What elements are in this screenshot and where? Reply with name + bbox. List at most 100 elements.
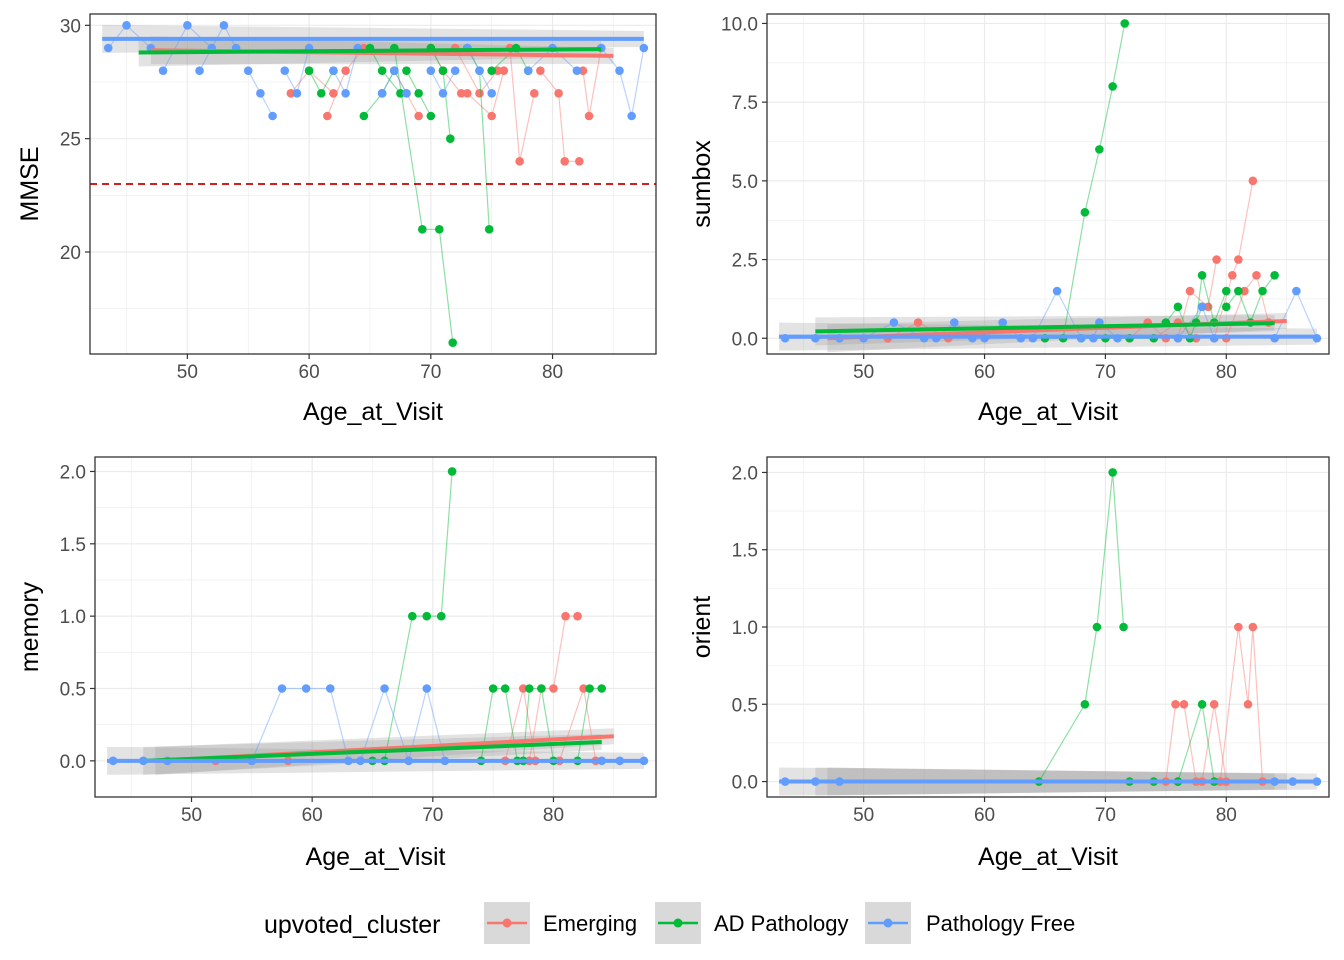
- data-point: [286, 89, 296, 98]
- x-tick-label: 70: [420, 362, 441, 383]
- x-tick-label: 70: [1095, 805, 1116, 826]
- data-point: [578, 66, 588, 75]
- data-point: [1203, 302, 1213, 312]
- x-tick-label: 60: [974, 362, 995, 383]
- panel-orient-plot-area: [779, 468, 1322, 796]
- data-point: [1252, 270, 1261, 280]
- data-point: [523, 66, 533, 75]
- y-tick-label: 0.5: [732, 695, 758, 716]
- facet-panels: 50 60 70 80 20 25 30 Age_at_Visit MMSE 50 60 70 80 0.…: [16, 13, 1330, 871]
- legend-point-emerging: [502, 918, 512, 928]
- data-point: [380, 684, 389, 693]
- y-axis-title: MMSE: [16, 147, 44, 222]
- data-point: [1228, 270, 1237, 280]
- data-point: [1212, 255, 1221, 264]
- data-point: [475, 66, 484, 75]
- panel-sumbox-x-ticks: 50 60 70 80: [853, 354, 1237, 383]
- data-point: [414, 89, 423, 98]
- data-point: [414, 111, 423, 121]
- data-point: [484, 225, 494, 234]
- data-point: [426, 66, 436, 75]
- legend-label-pathology-free: Pathology Free: [926, 911, 1075, 936]
- panel-mmse-plot-area: [90, 21, 656, 347]
- x-axis-title: Age_at_Visit: [303, 398, 443, 426]
- trajectory-line: [1225, 273, 1270, 339]
- data-point: [1234, 286, 1243, 296]
- data-point: [316, 89, 326, 98]
- data-point: [573, 611, 582, 621]
- data-point: [422, 611, 432, 621]
- data-point: [1221, 286, 1231, 296]
- data-point: [488, 684, 498, 693]
- y-tick-label: 1.5: [60, 535, 86, 556]
- data-point: [292, 89, 302, 98]
- data-point: [402, 66, 411, 75]
- data-point: [1173, 302, 1183, 312]
- data-point: [487, 66, 496, 75]
- data-point: [268, 111, 277, 121]
- panel-mmse-border: [89, 13, 657, 355]
- data-point: [280, 66, 290, 75]
- x-tick-label: 80: [542, 362, 563, 383]
- data-point: [1197, 699, 1207, 709]
- data-point: [407, 611, 417, 621]
- x-tick-label: 50: [181, 805, 202, 826]
- data-point: [1234, 622, 1243, 632]
- data-point: [1197, 270, 1207, 280]
- y-tick-label: 0.0: [60, 752, 86, 773]
- y-tick-label: 1.0: [732, 618, 758, 639]
- x-tick-label: 80: [1216, 805, 1237, 826]
- data-point: [615, 66, 624, 75]
- data-point: [579, 684, 588, 693]
- x-tick-label: 60: [299, 362, 320, 383]
- panel-sumbox-border: [766, 13, 1330, 355]
- trajectory-line: [480, 687, 518, 761]
- data-point: [450, 66, 460, 75]
- data-point: [219, 21, 229, 30]
- data-point: [475, 89, 484, 98]
- data-point: [325, 684, 335, 693]
- x-axis-title: Age_at_Visit: [306, 843, 446, 871]
- panel-orient: 50 60 70 80 0.0 0.5 1.0 1.5 2.0 Age_at_Visit orien…: [688, 456, 1330, 871]
- y-tick-label: 0.5: [60, 679, 86, 700]
- data-point: [463, 89, 472, 98]
- data-point: [998, 318, 1007, 327]
- data-point: [341, 89, 350, 98]
- trajectory-line: [600, 47, 645, 117]
- data-point: [1197, 302, 1207, 312]
- data-point: [584, 111, 594, 121]
- data-point: [390, 66, 399, 75]
- x-tick-label: 60: [302, 805, 323, 826]
- data-point: [377, 89, 387, 98]
- data-point: [500, 684, 510, 693]
- y-tick-label: 2.5: [732, 251, 758, 272]
- legend-title: upvoted_cluster: [264, 911, 441, 939]
- data-point: [329, 89, 338, 98]
- y-tick-label: 2.0: [732, 463, 758, 484]
- data-point: [1270, 270, 1279, 280]
- data-point: [499, 66, 509, 75]
- data-point: [1080, 208, 1090, 217]
- data-point: [515, 157, 524, 166]
- panel-memory: 50 60 70 80 0.0 0.5 1.0 1.5 2.0 Age_at_Visit memor…: [16, 456, 657, 871]
- x-tick-label: 70: [1095, 362, 1116, 383]
- data-point: [549, 684, 558, 693]
- data-point: [438, 66, 448, 75]
- data-point: [529, 89, 539, 98]
- data-point: [518, 684, 528, 693]
- data-point: [438, 89, 448, 98]
- data-point: [1095, 145, 1104, 154]
- legend-label-emerging: Emerging: [543, 911, 637, 936]
- data-point: [575, 157, 584, 166]
- x-tick-label: 50: [177, 362, 198, 383]
- data-point: [377, 66, 387, 75]
- panel-mmse: 50 60 70 80 20 25 30 Age_at_Visit MMSE: [16, 13, 657, 426]
- data-point: [561, 611, 570, 621]
- data-point: [1092, 622, 1102, 632]
- data-point: [422, 684, 432, 693]
- data-point: [1185, 286, 1195, 296]
- panel-sumbox-y-ticks: 0.0 2.5 5.0 7.5 10.0: [721, 14, 767, 350]
- panel-sumbox-plot-area: [779, 19, 1322, 353]
- data-point: [1243, 699, 1253, 709]
